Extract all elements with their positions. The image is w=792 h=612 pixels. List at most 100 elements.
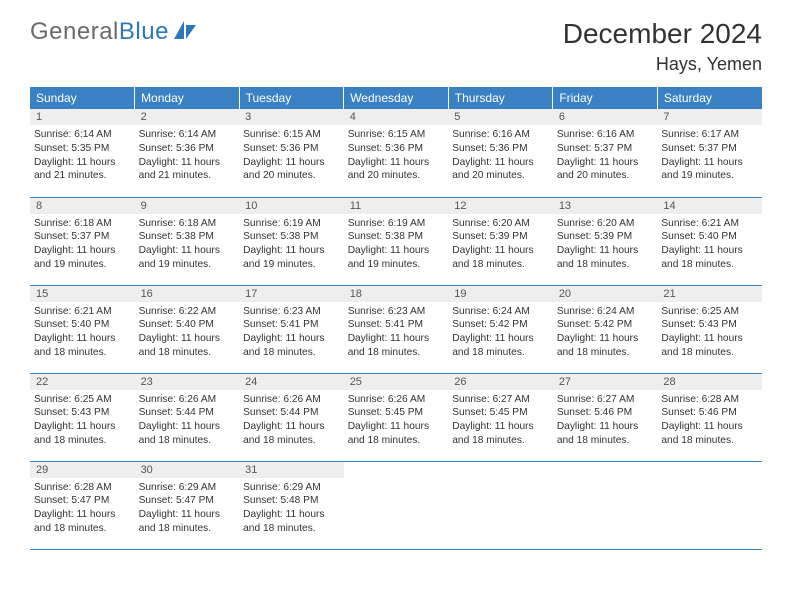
day-number: 23: [135, 374, 240, 390]
day-details: Sunrise: 6:14 AMSunset: 5:36 PMDaylight:…: [135, 125, 240, 186]
calendar-cell: 12Sunrise: 6:20 AMSunset: 5:39 PMDayligh…: [448, 197, 553, 285]
calendar-row: 22Sunrise: 6:25 AMSunset: 5:43 PMDayligh…: [30, 373, 762, 461]
calendar-cell: 4Sunrise: 6:15 AMSunset: 5:36 PMDaylight…: [344, 109, 449, 197]
day-details: Sunrise: 6:26 AMSunset: 5:44 PMDaylight:…: [135, 390, 240, 451]
calendar-row: 29Sunrise: 6:28 AMSunset: 5:47 PMDayligh…: [30, 461, 762, 549]
day-number: 5: [448, 109, 553, 125]
calendar-cell: [657, 461, 762, 549]
day-details: Sunrise: 6:25 AMSunset: 5:43 PMDaylight:…: [657, 302, 762, 363]
calendar-cell: 2Sunrise: 6:14 AMSunset: 5:36 PMDaylight…: [135, 109, 240, 197]
day-details: Sunrise: 6:28 AMSunset: 5:46 PMDaylight:…: [657, 390, 762, 451]
day-number: 4: [344, 109, 449, 125]
logo: GeneralBlue: [30, 18, 198, 46]
day-number: 13: [553, 198, 658, 214]
day-details: Sunrise: 6:29 AMSunset: 5:47 PMDaylight:…: [135, 478, 240, 539]
day-number: 26: [448, 374, 553, 390]
calendar-cell: [553, 461, 658, 549]
day-details: Sunrise: 6:14 AMSunset: 5:35 PMDaylight:…: [30, 125, 135, 186]
calendar-row: 1Sunrise: 6:14 AMSunset: 5:35 PMDaylight…: [30, 109, 762, 197]
day-details: Sunrise: 6:23 AMSunset: 5:41 PMDaylight:…: [344, 302, 449, 363]
calendar-cell: 20Sunrise: 6:24 AMSunset: 5:42 PMDayligh…: [553, 285, 658, 373]
calendar-cell: 25Sunrise: 6:26 AMSunset: 5:45 PMDayligh…: [344, 373, 449, 461]
day-details: Sunrise: 6:25 AMSunset: 5:43 PMDaylight:…: [30, 390, 135, 451]
calendar-table: SundayMondayTuesdayWednesdayThursdayFrid…: [30, 87, 762, 550]
day-number: 30: [135, 462, 240, 478]
day-details: Sunrise: 6:20 AMSunset: 5:39 PMDaylight:…: [448, 214, 553, 275]
calendar-cell: 3Sunrise: 6:15 AMSunset: 5:36 PMDaylight…: [239, 109, 344, 197]
calendar-cell: 28Sunrise: 6:28 AMSunset: 5:46 PMDayligh…: [657, 373, 762, 461]
day-details: Sunrise: 6:29 AMSunset: 5:48 PMDaylight:…: [239, 478, 344, 539]
day-number: 22: [30, 374, 135, 390]
day-details: Sunrise: 6:21 AMSunset: 5:40 PMDaylight:…: [30, 302, 135, 363]
day-number: 27: [553, 374, 658, 390]
calendar-cell: 23Sunrise: 6:26 AMSunset: 5:44 PMDayligh…: [135, 373, 240, 461]
weekday-header: Friday: [553, 87, 658, 109]
month-title: December 2024: [563, 18, 762, 50]
calendar-cell: 7Sunrise: 6:17 AMSunset: 5:37 PMDaylight…: [657, 109, 762, 197]
calendar-cell: 15Sunrise: 6:21 AMSunset: 5:40 PMDayligh…: [30, 285, 135, 373]
day-number: 16: [135, 286, 240, 302]
day-number: 8: [30, 198, 135, 214]
day-number: 6: [553, 109, 658, 125]
day-details: Sunrise: 6:26 AMSunset: 5:44 PMDaylight:…: [239, 390, 344, 451]
day-details: Sunrise: 6:23 AMSunset: 5:41 PMDaylight:…: [239, 302, 344, 363]
calendar-cell: 6Sunrise: 6:16 AMSunset: 5:37 PMDaylight…: [553, 109, 658, 197]
day-number: 14: [657, 198, 762, 214]
day-number: 31: [239, 462, 344, 478]
calendar-cell: 22Sunrise: 6:25 AMSunset: 5:43 PMDayligh…: [30, 373, 135, 461]
calendar-row: 8Sunrise: 6:18 AMSunset: 5:37 PMDaylight…: [30, 197, 762, 285]
day-details: Sunrise: 6:22 AMSunset: 5:40 PMDaylight:…: [135, 302, 240, 363]
calendar-row: 15Sunrise: 6:21 AMSunset: 5:40 PMDayligh…: [30, 285, 762, 373]
day-number: 25: [344, 374, 449, 390]
day-details: Sunrise: 6:24 AMSunset: 5:42 PMDaylight:…: [448, 302, 553, 363]
day-number: 9: [135, 198, 240, 214]
calendar-cell: 5Sunrise: 6:16 AMSunset: 5:36 PMDaylight…: [448, 109, 553, 197]
day-details: Sunrise: 6:19 AMSunset: 5:38 PMDaylight:…: [239, 214, 344, 275]
day-number: 10: [239, 198, 344, 214]
day-number: 7: [657, 109, 762, 125]
title-block: December 2024 Hays, Yemen: [563, 18, 762, 75]
calendar-cell: 24Sunrise: 6:26 AMSunset: 5:44 PMDayligh…: [239, 373, 344, 461]
calendar-cell: 29Sunrise: 6:28 AMSunset: 5:47 PMDayligh…: [30, 461, 135, 549]
calendar-cell: 13Sunrise: 6:20 AMSunset: 5:39 PMDayligh…: [553, 197, 658, 285]
day-details: Sunrise: 6:21 AMSunset: 5:40 PMDaylight:…: [657, 214, 762, 275]
calendar-cell: 14Sunrise: 6:21 AMSunset: 5:40 PMDayligh…: [657, 197, 762, 285]
weekday-header: Saturday: [657, 87, 762, 109]
day-details: Sunrise: 6:26 AMSunset: 5:45 PMDaylight:…: [344, 390, 449, 451]
day-number: 19: [448, 286, 553, 302]
calendar-cell: 26Sunrise: 6:27 AMSunset: 5:45 PMDayligh…: [448, 373, 553, 461]
day-details: Sunrise: 6:24 AMSunset: 5:42 PMDaylight:…: [553, 302, 658, 363]
calendar-cell: 8Sunrise: 6:18 AMSunset: 5:37 PMDaylight…: [30, 197, 135, 285]
day-number: 20: [553, 286, 658, 302]
calendar-cell: 16Sunrise: 6:22 AMSunset: 5:40 PMDayligh…: [135, 285, 240, 373]
calendar-cell: 9Sunrise: 6:18 AMSunset: 5:38 PMDaylight…: [135, 197, 240, 285]
calendar-cell: [448, 461, 553, 549]
day-details: Sunrise: 6:16 AMSunset: 5:37 PMDaylight:…: [553, 125, 658, 186]
calendar-cell: 1Sunrise: 6:14 AMSunset: 5:35 PMDaylight…: [30, 109, 135, 197]
day-details: Sunrise: 6:27 AMSunset: 5:45 PMDaylight:…: [448, 390, 553, 451]
day-number: 21: [657, 286, 762, 302]
day-number: 1: [30, 109, 135, 125]
calendar-cell: 11Sunrise: 6:19 AMSunset: 5:38 PMDayligh…: [344, 197, 449, 285]
day-details: Sunrise: 6:15 AMSunset: 5:36 PMDaylight:…: [239, 125, 344, 186]
day-details: Sunrise: 6:18 AMSunset: 5:38 PMDaylight:…: [135, 214, 240, 275]
day-number: 18: [344, 286, 449, 302]
weekday-header: Thursday: [448, 87, 553, 109]
day-number: 12: [448, 198, 553, 214]
calendar-cell: 30Sunrise: 6:29 AMSunset: 5:47 PMDayligh…: [135, 461, 240, 549]
day-details: Sunrise: 6:16 AMSunset: 5:36 PMDaylight:…: [448, 125, 553, 186]
calendar-cell: 17Sunrise: 6:23 AMSunset: 5:41 PMDayligh…: [239, 285, 344, 373]
calendar-body: 1Sunrise: 6:14 AMSunset: 5:35 PMDaylight…: [30, 109, 762, 549]
day-details: Sunrise: 6:17 AMSunset: 5:37 PMDaylight:…: [657, 125, 762, 186]
day-details: Sunrise: 6:18 AMSunset: 5:37 PMDaylight:…: [30, 214, 135, 275]
calendar-cell: 19Sunrise: 6:24 AMSunset: 5:42 PMDayligh…: [448, 285, 553, 373]
day-number: 17: [239, 286, 344, 302]
location: Hays, Yemen: [563, 54, 762, 75]
calendar-cell: 10Sunrise: 6:19 AMSunset: 5:38 PMDayligh…: [239, 197, 344, 285]
logo-text-blue: Blue: [119, 18, 169, 45]
logo-text-general: General: [30, 18, 119, 45]
calendar-cell: 18Sunrise: 6:23 AMSunset: 5:41 PMDayligh…: [344, 285, 449, 373]
day-details: Sunrise: 6:27 AMSunset: 5:46 PMDaylight:…: [553, 390, 658, 451]
calendar-cell: 31Sunrise: 6:29 AMSunset: 5:48 PMDayligh…: [239, 461, 344, 549]
day-details: Sunrise: 6:20 AMSunset: 5:39 PMDaylight:…: [553, 214, 658, 275]
